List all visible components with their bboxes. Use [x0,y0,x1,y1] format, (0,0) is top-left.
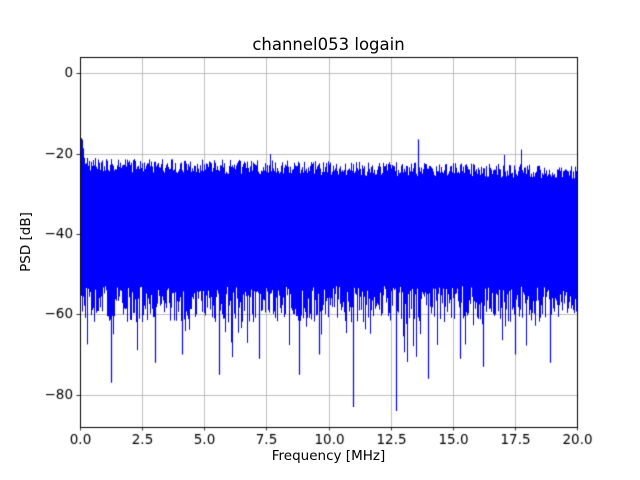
chart-title: channel053 logain [252,35,405,54]
y-axis-label: PSD [dB] [18,212,34,272]
x-axis-label: Frequency [MHz] [271,448,386,464]
